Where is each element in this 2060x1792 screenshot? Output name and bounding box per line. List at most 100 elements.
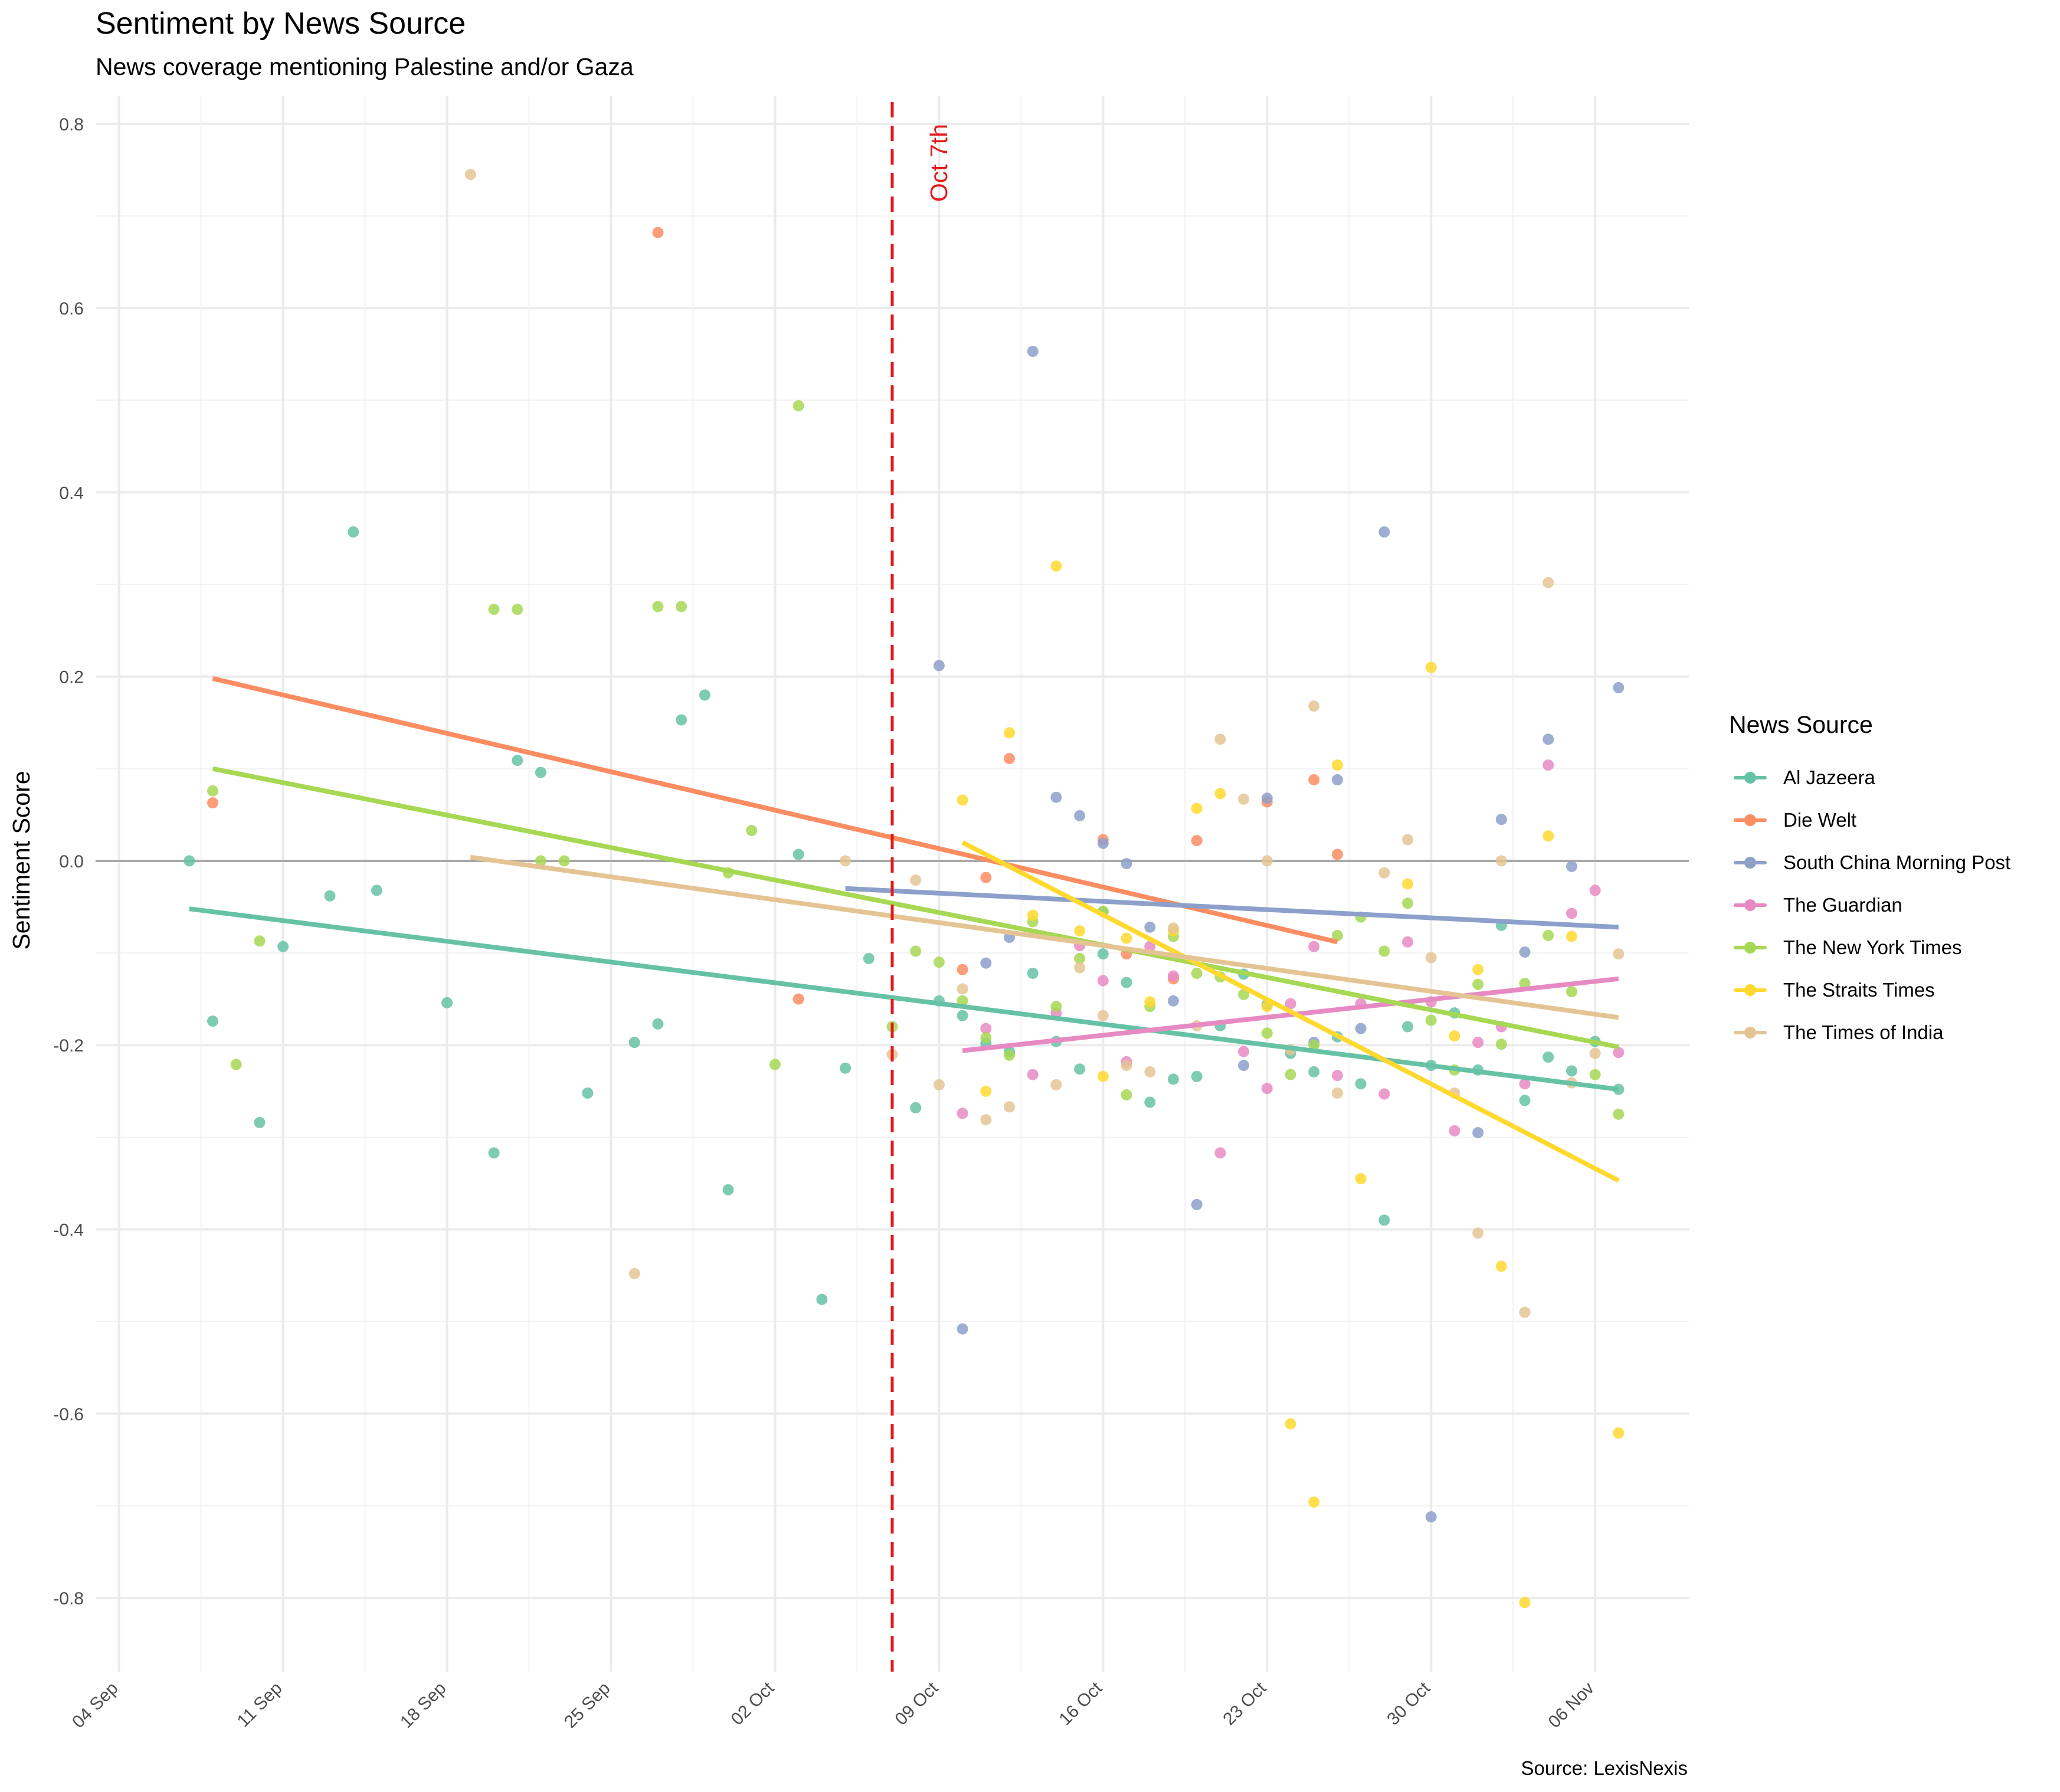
point-al-jazeera bbox=[512, 755, 523, 766]
point-the-straits-times bbox=[1613, 1427, 1625, 1439]
point-the-straits-times bbox=[1027, 909, 1039, 921]
point-the-times-of-india bbox=[1261, 855, 1273, 867]
legend-item-al-jazeera: Al Jazeera bbox=[1729, 756, 2010, 799]
point-the-guardian bbox=[1402, 936, 1414, 948]
point-al-jazeera bbox=[1355, 1078, 1367, 1090]
point-south-china-morning-post bbox=[957, 1323, 968, 1335]
trend-line-the-times-of-india bbox=[470, 854, 1619, 1020]
y-tick-label: -0.4 bbox=[53, 1221, 84, 1240]
point-south-china-morning-post bbox=[1074, 810, 1086, 821]
point-die-welt bbox=[1308, 774, 1320, 786]
point-the-new-york-times bbox=[1425, 1014, 1437, 1026]
point-al-jazeera bbox=[1519, 1095, 1531, 1106]
point-the-times-of-india bbox=[1589, 1047, 1601, 1059]
point-the-times-of-india bbox=[1378, 867, 1390, 879]
legend-key-dot bbox=[1744, 1027, 1756, 1038]
point-the-straits-times bbox=[1472, 964, 1484, 975]
x-tick-label: 23 Oct bbox=[1219, 1678, 1270, 1729]
point-the-new-york-times bbox=[207, 785, 219, 797]
point-the-times-of-india bbox=[1519, 1306, 1531, 1318]
point-al-jazeera bbox=[488, 1147, 500, 1159]
point-south-china-morning-post bbox=[1566, 860, 1577, 872]
legend-key-dot bbox=[1744, 814, 1756, 826]
legend-key-the-times-of-india bbox=[1729, 1011, 1771, 1054]
point-the-guardian bbox=[1472, 1037, 1484, 1049]
point-the-times-of-india bbox=[1004, 1101, 1016, 1113]
legend-item-die-welt: Die Welt bbox=[1729, 799, 2010, 841]
point-the-straits-times bbox=[1519, 1597, 1531, 1608]
point-the-guardian bbox=[1238, 1046, 1250, 1057]
point-the-new-york-times bbox=[230, 1059, 242, 1070]
point-the-times-of-india bbox=[1402, 834, 1414, 846]
point-the-new-york-times bbox=[1285, 1069, 1296, 1080]
legend-title: News Source bbox=[1729, 711, 1873, 738]
point-the-new-york-times bbox=[535, 855, 546, 867]
point-the-guardian bbox=[1566, 908, 1577, 919]
point-south-china-morning-post bbox=[1495, 814, 1507, 825]
legend-key-the-guardian bbox=[1729, 884, 1771, 926]
oct-7-label: Oct 7th bbox=[925, 124, 952, 202]
point-the-times-of-india bbox=[628, 1267, 640, 1279]
point-the-straits-times bbox=[1425, 661, 1437, 673]
point-the-times-of-india bbox=[1144, 1066, 1156, 1078]
point-the-times-of-india bbox=[1613, 948, 1625, 960]
point-al-jazeera bbox=[348, 526, 359, 538]
point-south-china-morning-post bbox=[1378, 526, 1390, 538]
point-the-guardian bbox=[1027, 1069, 1039, 1080]
point-al-jazeera bbox=[1378, 1214, 1390, 1226]
points-layer bbox=[184, 169, 1625, 1608]
point-the-new-york-times bbox=[910, 945, 922, 957]
point-the-new-york-times bbox=[1121, 1089, 1132, 1101]
point-south-china-morning-post bbox=[1097, 837, 1109, 849]
point-the-guardian bbox=[1542, 759, 1554, 771]
legend: News Source Al Jazeera Die Welt South Chin… bbox=[1729, 711, 2010, 1054]
point-the-guardian bbox=[1261, 1083, 1273, 1095]
point-the-times-of-india bbox=[1097, 1010, 1109, 1021]
point-south-china-morning-post bbox=[933, 660, 945, 671]
legend-label: South China Morning Post bbox=[1783, 851, 2011, 873]
point-the-straits-times bbox=[1331, 759, 1343, 771]
point-the-straits-times bbox=[1074, 925, 1086, 937]
point-the-new-york-times bbox=[746, 824, 758, 836]
point-the-times-of-india bbox=[1214, 733, 1226, 745]
point-al-jazeera bbox=[371, 884, 382, 896]
point-al-jazeera bbox=[1191, 1070, 1203, 1082]
point-south-china-morning-post bbox=[1425, 1511, 1437, 1523]
point-the-new-york-times bbox=[1402, 897, 1414, 909]
point-the-times-of-india bbox=[1050, 1079, 1062, 1090]
point-south-china-morning-post bbox=[1331, 774, 1343, 786]
point-south-china-morning-post bbox=[1542, 733, 1554, 745]
point-the-times-of-india bbox=[464, 169, 476, 181]
point-the-new-york-times bbox=[980, 1032, 992, 1044]
legend-key-dot bbox=[1744, 942, 1756, 954]
point-south-china-morning-post bbox=[1238, 1060, 1250, 1072]
point-die-welt bbox=[652, 227, 664, 238]
point-the-times-of-india bbox=[1238, 793, 1250, 805]
point-the-times-of-india bbox=[1167, 922, 1179, 934]
point-the-new-york-times bbox=[1472, 978, 1484, 990]
point-south-china-morning-post bbox=[980, 957, 992, 969]
point-the-times-of-india bbox=[1472, 1227, 1484, 1239]
point-the-straits-times bbox=[1191, 802, 1203, 814]
point-the-guardian bbox=[1167, 970, 1179, 982]
point-the-new-york-times bbox=[1050, 1001, 1062, 1013]
point-the-straits-times bbox=[1542, 830, 1554, 842]
point-the-guardian bbox=[1097, 975, 1109, 987]
point-the-new-york-times bbox=[1238, 988, 1250, 1000]
point-the-new-york-times bbox=[1378, 945, 1390, 957]
point-the-straits-times bbox=[1566, 931, 1577, 942]
point-al-jazeera bbox=[722, 1184, 734, 1195]
point-al-jazeera bbox=[324, 890, 336, 902]
point-al-jazeera bbox=[582, 1087, 594, 1099]
point-the-straits-times bbox=[1214, 788, 1226, 800]
point-the-straits-times bbox=[1285, 1418, 1296, 1430]
x-tick-label: 25 Sep bbox=[561, 1679, 614, 1732]
point-the-new-york-times bbox=[1519, 978, 1531, 990]
point-south-china-morning-post bbox=[1613, 682, 1625, 693]
point-south-china-morning-post bbox=[1050, 791, 1062, 803]
trend-lines-layer bbox=[189, 676, 1620, 1183]
point-die-welt bbox=[1004, 753, 1016, 765]
point-the-straits-times bbox=[1261, 1001, 1273, 1013]
point-the-new-york-times bbox=[1308, 1039, 1320, 1051]
trend-line-south-china-morning-post bbox=[845, 886, 1619, 930]
